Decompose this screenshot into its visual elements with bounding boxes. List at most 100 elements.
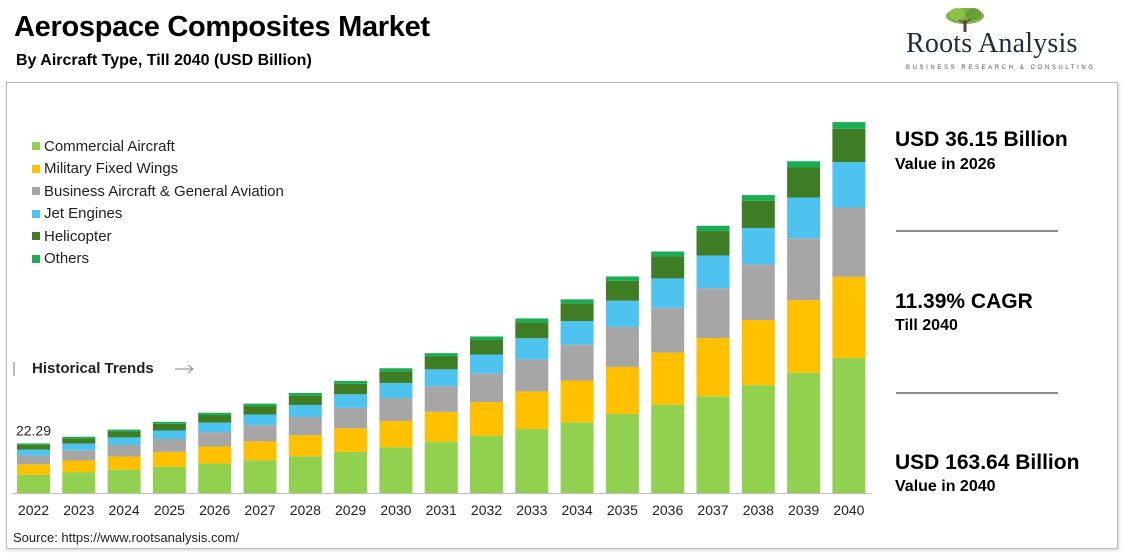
bar-segment: [62, 472, 96, 493]
bar-segment: [334, 451, 368, 493]
bar-segment: [696, 231, 730, 256]
bar-segment: [424, 369, 458, 387]
legend-label: Jet Engines: [44, 205, 123, 223]
x-tick-label: 2040: [833, 502, 864, 518]
stacked-bar-chart: 2022 2023 2024 2025 2026 2027 2028 2029 2030 2031…: [12, 122, 872, 518]
bar-segment: [651, 278, 685, 308]
bar-segment: [17, 464, 50, 475]
bar-segment: [152, 421, 186, 424]
bar-segment: [107, 456, 141, 470]
bar-segment: [560, 344, 594, 381]
bar-segment: [152, 438, 186, 452]
chart-legend: Commercial Aircraft Military Fixed Wings B…: [32, 135, 284, 270]
x-tick-label: 2034: [562, 502, 593, 518]
bar-segment: [379, 420, 413, 448]
bar-segment: [605, 280, 639, 301]
bar-segment: [560, 321, 594, 345]
kpi-subtitle-2026: Value in 2026: [895, 156, 996, 173]
bar-segment: [288, 435, 322, 457]
x-tick-label: 2036: [652, 502, 683, 518]
bar-segment: [379, 382, 413, 399]
x-tick-label: 2037: [697, 502, 728, 518]
legend-label: Commercial Aircraft: [44, 137, 175, 155]
bar-segment: [379, 398, 413, 421]
bar-segment: [560, 303, 594, 322]
kpi-value-cagr: 11.39% CAGR: [895, 290, 1033, 313]
bar-segment: [288, 395, 322, 405]
legend-swatch: [32, 209, 40, 218]
bar-segment: [288, 404, 322, 417]
bar-segment: [424, 356, 458, 370]
bar-segment: [651, 404, 685, 493]
legend-item: Others: [32, 248, 284, 271]
bar-segment: [288, 456, 322, 493]
legend-label: Helicopter: [44, 227, 112, 245]
bar-segment: [17, 444, 50, 450]
bar-segment: [832, 162, 866, 208]
chart-title: Aerospace Composites Market: [14, 11, 430, 43]
legend-swatch: [32, 187, 40, 196]
bar-segment: [288, 416, 322, 436]
bar-segment: [17, 455, 50, 465]
bar-segment: [741, 320, 775, 386]
legend-item: Business Aircraft & General Aviation: [32, 180, 284, 203]
bar-segment: [334, 428, 368, 452]
bar-segment: [787, 167, 821, 198]
x-tick-label: 2032: [471, 502, 502, 518]
source-note: Source: https://www.rootsanalysis.com/: [13, 530, 240, 545]
bar-segment: [107, 431, 141, 438]
kpi-value-2040: USD 163.64 Billion: [895, 451, 1080, 474]
x-tick-label: 2038: [743, 502, 774, 518]
bar-segment: [243, 425, 277, 442]
legend-label: Business Aircraft & General Aviation: [44, 182, 284, 200]
bar-segment: [470, 402, 503, 436]
bar-segment: [379, 447, 413, 493]
bar-segment: [243, 441, 277, 461]
data-label: 22.29: [16, 422, 51, 438]
legend-swatch: [32, 164, 40, 173]
bar-segment: [832, 122, 866, 129]
bar-segment: [696, 288, 730, 339]
bar-segment: [515, 338, 549, 360]
x-tick-label: 2024: [109, 502, 140, 518]
legend-swatch: [32, 142, 40, 151]
bar-segment: [605, 300, 639, 327]
x-tick-label: 2025: [154, 502, 185, 518]
tree-icon: [946, 8, 984, 32]
x-tick-label: 2026: [199, 502, 230, 518]
bar-segment: [605, 366, 639, 414]
bar-segment: [17, 443, 50, 445]
bar-segment: [62, 460, 96, 473]
bar-segment: [651, 256, 685, 279]
bar-segment: [470, 373, 503, 403]
bar-segment: [198, 432, 232, 447]
bar-segment: [560, 422, 594, 493]
bar-segment: [334, 407, 368, 429]
bar-segment: [243, 414, 277, 426]
bar-segment: [198, 446, 232, 464]
bar-segment: [605, 276, 639, 281]
bar-segment: [470, 340, 503, 355]
bar-segment: [741, 200, 775, 228]
kpi-divider: [896, 392, 1058, 394]
bar-segment: [605, 326, 639, 367]
kpi-divider: [896, 230, 1058, 232]
bar-segment: [651, 307, 685, 353]
bar-segment: [243, 406, 277, 415]
bar-segment: [198, 412, 232, 415]
bar-segment: [787, 238, 821, 301]
bar-segment: [107, 469, 141, 493]
bar-segment: [198, 414, 232, 423]
legend-item: Jet Engines: [32, 203, 284, 226]
bar-segment: [288, 392, 322, 396]
legend-swatch: [32, 254, 40, 263]
bar-segment: [62, 450, 96, 461]
bar-segment: [696, 396, 730, 493]
legend-item: Helicopter: [32, 225, 284, 248]
bar-segment: [651, 251, 685, 257]
bar-segment: [696, 255, 730, 289]
bar-segment: [424, 441, 458, 493]
bar-segment: [515, 318, 549, 323]
bar-segment: [107, 437, 141, 445]
x-tick-label: 2035: [607, 502, 638, 518]
